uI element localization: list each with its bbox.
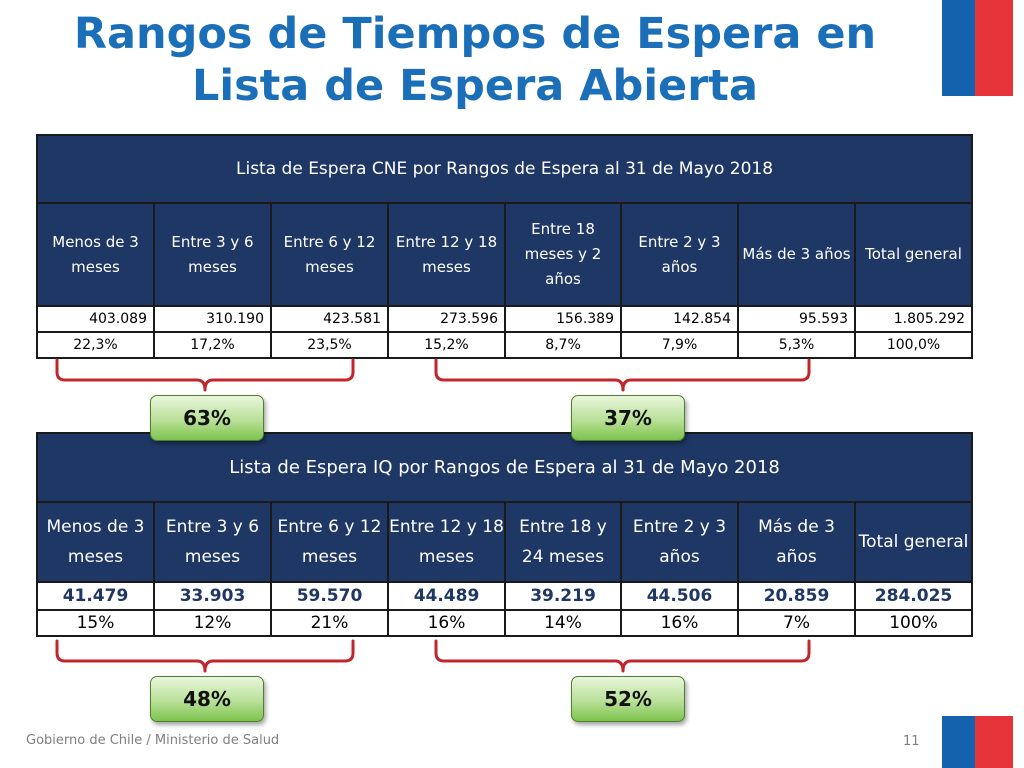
value-cell: 1.805.292 xyxy=(853,305,974,333)
value-cell: 403.089 xyxy=(36,305,155,333)
percent-cell: 15,2% xyxy=(387,331,506,359)
table-cne: Lista de Espera CNE por Rangos de Espera… xyxy=(35,134,974,359)
value-cell: 142.854 xyxy=(620,305,739,333)
column-header: Más de 3 años xyxy=(737,501,856,583)
title-line-2: Lista de Espera Abierta xyxy=(191,61,759,111)
value-cell: 156.389 xyxy=(504,305,622,333)
column-header: Entre 3 y 6 meses xyxy=(153,501,272,583)
column-header: Entre 6 y 12 meses xyxy=(270,202,389,307)
page-title: Rangos de Tiempos de Espera en Lista de … xyxy=(20,8,930,112)
column-header: Más de 3 años xyxy=(737,202,856,307)
percent-cell: 5,3% xyxy=(737,331,856,359)
percent-cell: 7,9% xyxy=(620,331,739,359)
percent-cell: 16% xyxy=(387,609,506,637)
percent-cell: 8,7% xyxy=(504,331,622,359)
table-iq-title: Lista de Espera IQ por Rangos de Espera … xyxy=(35,432,974,503)
bracket-iq-right xyxy=(434,639,811,673)
percent-cell: 23,5% xyxy=(270,331,389,359)
column-header: Menos de 3 meses xyxy=(36,202,155,307)
column-header: Entre 12 y 18 meses xyxy=(387,501,506,583)
percent-cell: 100,0% xyxy=(853,331,974,359)
column-header: Total general xyxy=(853,202,974,307)
percent-cell: 22,3% xyxy=(36,331,155,359)
value-cell: 59.570 xyxy=(270,581,389,611)
column-header: Entre 12 y 18 meses xyxy=(387,202,506,307)
badge-cne-right: 37% xyxy=(571,395,685,441)
column-header: Entre 6 y 12 meses xyxy=(270,501,389,583)
bracket-cne-right xyxy=(434,358,811,392)
bracket-cne-left xyxy=(55,358,355,392)
percent-cell: 21% xyxy=(270,609,389,637)
column-header: Menos de 3 meses xyxy=(36,501,155,583)
value-cell: 33.903 xyxy=(153,581,272,611)
value-cell: 44.506 xyxy=(620,581,739,611)
column-header: Entre 18 y 24 meses xyxy=(504,501,622,583)
column-header: Entre 3 y 6 meses xyxy=(153,202,272,307)
column-header: Entre 2 y 3 años xyxy=(620,202,739,307)
value-cell: 20.859 xyxy=(737,581,856,611)
percent-cell: 17,2% xyxy=(153,331,272,359)
value-cell: 423.581 xyxy=(270,305,389,333)
value-cell: 273.596 xyxy=(387,305,506,333)
percent-cell: 7% xyxy=(737,609,856,637)
title-line-1: Rangos de Tiempos de Espera en xyxy=(73,9,877,59)
value-cell: 44.489 xyxy=(387,581,506,611)
percent-cell: 12% xyxy=(153,609,272,637)
badge-iq-right: 52% xyxy=(571,676,685,722)
percent-cell: 15% xyxy=(36,609,155,637)
value-cell: 95.593 xyxy=(737,305,856,333)
percent-cell: 100% xyxy=(853,609,974,637)
column-header: Entre 2 y 3 años xyxy=(620,501,739,583)
value-cell: 284.025 xyxy=(853,581,974,611)
value-cell: 39.219 xyxy=(504,581,622,611)
badge-iq-left: 48% xyxy=(150,676,264,722)
table-iq: Lista de Espera IQ por Rangos de Espera … xyxy=(35,432,974,637)
percent-cell: 16% xyxy=(620,609,739,637)
value-cell: 41.479 xyxy=(36,581,155,611)
table-cne-title: Lista de Espera CNE por Rangos de Espera… xyxy=(35,134,974,204)
badge-cne-left: 63% xyxy=(150,395,264,441)
chile-flag-logo xyxy=(942,0,1013,96)
chile-flag-logo-footer xyxy=(942,716,1013,768)
bracket-iq-left xyxy=(55,639,355,673)
value-cell: 310.190 xyxy=(153,305,272,333)
footer-text: Gobierno de Chile / Ministerio de Salud xyxy=(26,733,280,748)
column-header: Total general xyxy=(853,501,974,583)
column-header: Entre 18 meses y 2 años xyxy=(504,202,622,307)
page-number: 11 xyxy=(903,734,920,749)
percent-cell: 14% xyxy=(504,609,622,637)
